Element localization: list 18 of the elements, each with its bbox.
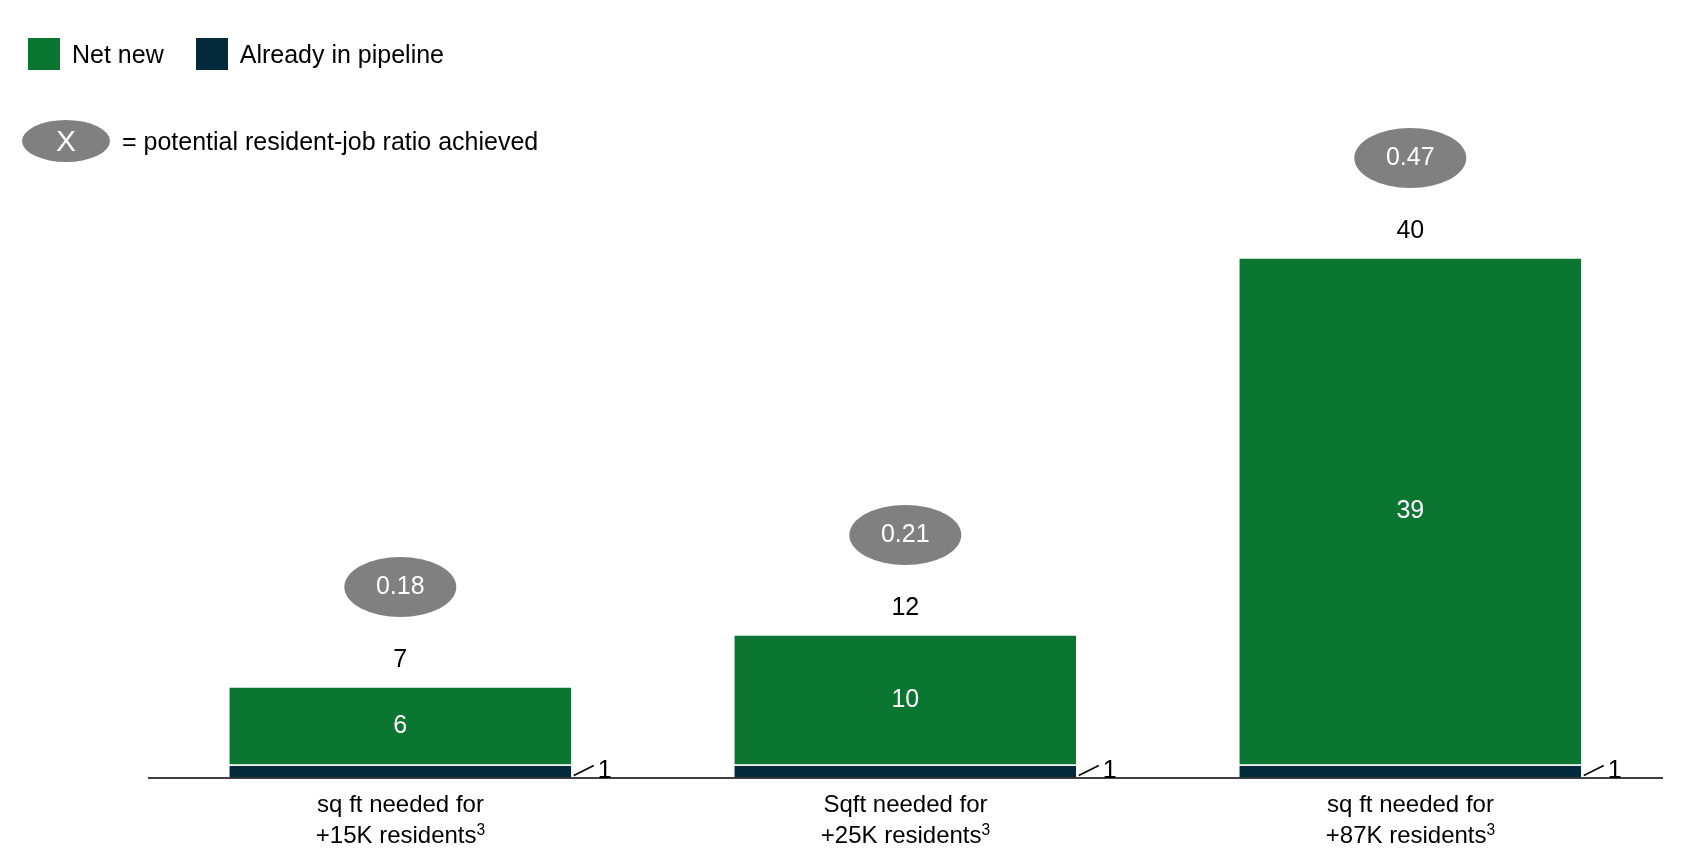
x-tick-label: sq ft needed for +15K residents$^{3}$ xyxy=(315,790,486,848)
data-label: 39 xyxy=(1396,495,1425,524)
text: 0.47 xyxy=(1385,141,1435,170)
data-label: 1 xyxy=(597,755,612,784)
total-label: 40 xyxy=(1396,215,1425,243)
annotation: 0.21 xyxy=(880,518,930,547)
data-label: 1 xyxy=(1102,755,1117,784)
x-tick-label: sq ft needed for +87K residents$^{3}$ xyxy=(1325,790,1496,848)
total-label: 7 xyxy=(393,644,408,672)
x-tick-label: Sqft needed for +25K residents$^{3}$ xyxy=(820,790,991,848)
data-label: 1 xyxy=(1607,755,1622,784)
annotation: 0.18 xyxy=(375,570,425,599)
text: X = potential resident-job ratio achieved xyxy=(55,124,539,157)
data-label: 10 xyxy=(891,683,920,712)
legend-label: Already in pipeline xyxy=(239,39,445,69)
total-label: 12 xyxy=(891,592,920,620)
legend-label: Net new xyxy=(72,39,164,69)
data-label: 6 xyxy=(393,709,408,738)
